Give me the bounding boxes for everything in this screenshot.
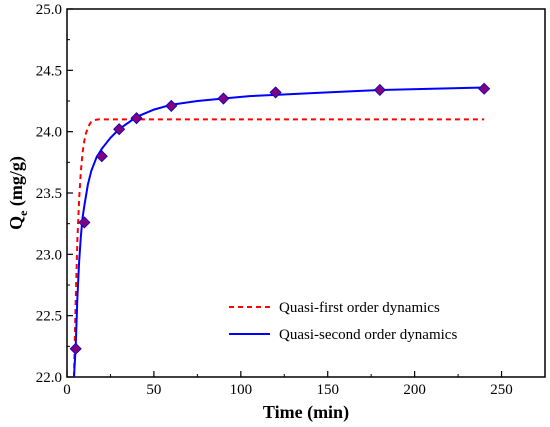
plot-frame [66,8,546,378]
y-tick-label: 24.5 [36,63,62,79]
x-tick-label: 200 [403,382,426,398]
data-point [269,86,282,99]
y-tick-label: 24.0 [36,125,62,141]
y-tick-label: 23.0 [36,247,62,263]
data-point [113,123,126,136]
legend: Quasi-first order dynamics Quasi-second … [229,300,457,343]
legend-label-quasi-first: Quasi-first order dynamics [279,300,440,316]
quasi-first-order-curve [73,118,485,378]
data-point [95,150,108,163]
x-tick-label: 100 [230,382,253,398]
data-point [130,112,143,125]
x-tick-label: 0 [63,382,71,398]
quasi-second-order-curve [73,86,485,378]
x-tick-label: 250 [490,382,513,398]
data-point [165,99,178,112]
x-axis-title: Time (min) [263,402,349,423]
legend-label-quasi-second: Quasi-second order dynamics [279,327,457,343]
y-tick-label: 25.0 [36,2,62,18]
data-point [69,342,82,355]
data-point [373,83,386,97]
y-tick-label: 23.5 [36,186,62,202]
tick-labels: 0 50 100 150 200 250 22.0 22.5 23.0 23.5 24.0 24.5 2… [36,2,513,398]
y-tick-label: 22.5 [36,309,62,325]
x-tick-label: 150 [316,382,339,398]
axis-ticks [66,8,503,378]
data-point [78,216,91,229]
y-axis-title-sub: e [16,210,30,216]
y-axis-title: Qe (mg/g) [6,156,30,230]
data-point [217,92,230,105]
x-tick-label: 50 [146,382,161,398]
data-point [478,82,491,95]
y-axis-title-unit: (mg/g) [6,156,27,210]
y-tick-label: 22.0 [36,370,62,386]
data-points [69,82,491,355]
fit-curves [73,86,485,378]
y-axis-title-main: Q [6,216,26,230]
